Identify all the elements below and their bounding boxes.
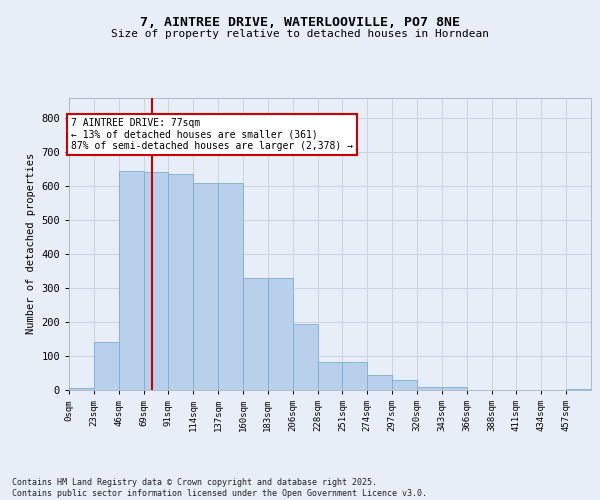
Bar (243, 278, 268, 390)
Bar (94, 342, 119, 390)
Bar (442, 388, 467, 390)
Bar (367, 374, 392, 390)
Bar (143, 172, 169, 390)
Text: 7 AINTREE DRIVE: 77sqm
← 13% of detached houses are smaller (361)
87% of semi-de: 7 AINTREE DRIVE: 77sqm ← 13% of detached… (71, 118, 353, 151)
Text: Contains HM Land Registry data © Crown copyright and database right 2025.
Contai: Contains HM Land Registry data © Crown c… (12, 478, 427, 498)
Bar (218, 182, 243, 390)
Bar (169, 174, 193, 390)
Bar (69, 388, 94, 390)
Y-axis label: Number of detached properties: Number of detached properties (26, 153, 35, 334)
Bar (119, 170, 143, 390)
Text: 7, AINTREE DRIVE, WATERLOOVILLE, PO7 8NE: 7, AINTREE DRIVE, WATERLOOVILLE, PO7 8NE (140, 16, 460, 29)
Bar (293, 324, 317, 390)
Bar (268, 278, 293, 390)
Bar (566, 389, 591, 390)
Bar (392, 380, 417, 390)
Bar (343, 362, 367, 390)
Bar (317, 362, 343, 390)
Bar (193, 182, 218, 390)
Bar (417, 386, 442, 390)
Text: Size of property relative to detached houses in Horndean: Size of property relative to detached ho… (111, 29, 489, 39)
